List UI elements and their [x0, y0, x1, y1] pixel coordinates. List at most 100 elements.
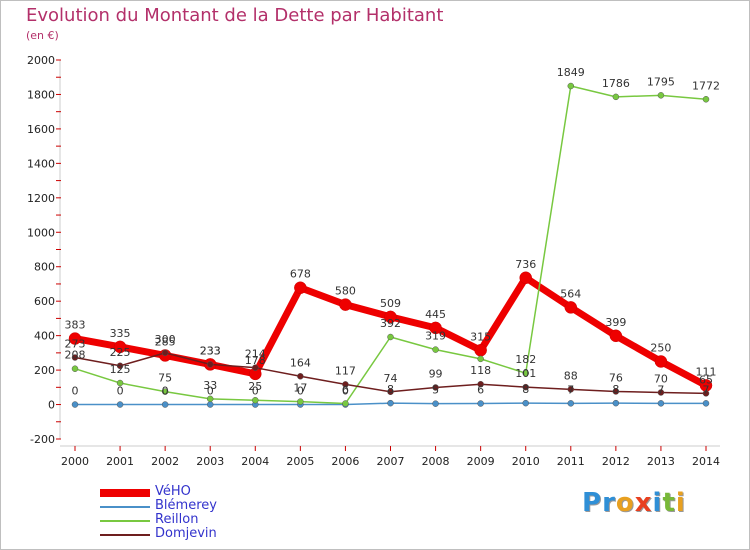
data-point [161, 401, 169, 408]
legend-item: VéHO [100, 484, 300, 499]
data-label: 8 [387, 383, 394, 396]
y-tick-label: 1600 [27, 123, 55, 136]
data-point [68, 332, 82, 345]
data-label: 233 [200, 344, 221, 357]
data-label: 8 [522, 383, 529, 396]
logo-letter: t [662, 488, 676, 518]
data-label: 88 [564, 369, 578, 382]
data-point [116, 379, 124, 387]
data-label: 70 [654, 372, 668, 385]
y-tick-label: 600 [34, 295, 55, 308]
x-tick-label: 2007 [377, 455, 405, 468]
data-point [564, 301, 578, 314]
logo-letter: o [615, 488, 635, 518]
data-label: 319 [425, 330, 446, 343]
data-label: 208 [65, 349, 86, 362]
data-label: 0 [297, 385, 304, 398]
data-label: 7 [567, 383, 574, 396]
y-tick-label: 1000 [27, 226, 55, 239]
data-label: 250 [650, 341, 671, 354]
data-point [297, 398, 304, 405]
legend-item: Reillon [100, 512, 300, 527]
data-label: 300 [155, 333, 176, 346]
legend-swatch [100, 489, 150, 497]
data-point [522, 383, 529, 391]
legend-label: Blémerey [155, 498, 217, 513]
data-label: 233 [200, 344, 221, 357]
data-label: 101 [515, 367, 536, 380]
data-label: 99 [429, 367, 443, 380]
data-point [206, 361, 214, 368]
logo-letter: x [634, 488, 653, 518]
y-tick-label: -200 [30, 433, 55, 446]
data-label: 164 [290, 356, 311, 369]
data-point [522, 369, 529, 377]
x-tick-label: 2014 [692, 455, 720, 468]
data-point [432, 384, 439, 391]
data-point [657, 92, 665, 99]
data-label: 5 [432, 384, 439, 397]
data-point [206, 395, 214, 403]
data-label: 0 [117, 385, 124, 398]
data-point [297, 373, 304, 380]
data-label: 678 [290, 268, 311, 281]
data-point [116, 362, 124, 370]
chart-unit-label: (en €) [26, 29, 59, 42]
x-tick-label: 2000 [61, 455, 89, 468]
data-label: 564 [560, 287, 581, 300]
data-label: 182 [515, 353, 536, 366]
proxiti-logo: Proxiti [582, 488, 686, 518]
legend-label: Reillon [155, 512, 199, 527]
y-tick-label: 800 [34, 261, 55, 274]
data-point [702, 390, 710, 397]
data-point [294, 281, 307, 294]
data-label: 25 [248, 380, 262, 393]
legend-swatch [100, 506, 150, 508]
y-tick-label: 1400 [27, 157, 55, 170]
x-tick-label: 2004 [241, 455, 269, 468]
data-point [71, 401, 79, 408]
legend-item: Blémerey [100, 498, 300, 513]
data-label: 383 [65, 319, 86, 332]
data-label: 335 [110, 327, 131, 340]
data-point [702, 96, 710, 103]
data-label: 736 [515, 258, 536, 271]
data-label: 17 [293, 382, 307, 395]
data-point [567, 82, 575, 90]
x-tick-label: 2002 [151, 455, 179, 468]
data-label: 7 [703, 383, 710, 396]
x-tick-label: 2009 [467, 455, 495, 468]
data-point [432, 400, 439, 407]
x-tick-label: 2011 [557, 455, 585, 468]
data-point [612, 388, 620, 395]
data-point [612, 93, 620, 101]
data-label: 6 [477, 384, 484, 397]
x-tick-label: 2001 [106, 455, 134, 468]
data-label: 118 [470, 364, 491, 377]
data-label: 75 [158, 372, 172, 385]
data-label: 580 [335, 285, 356, 298]
data-point [474, 344, 487, 357]
data-point [71, 365, 79, 372]
x-tick-label: 2012 [602, 455, 630, 468]
y-tick-label: 400 [34, 330, 55, 343]
data-label: 33 [203, 379, 217, 392]
data-label: 0 [252, 385, 259, 398]
data-point [161, 349, 169, 357]
data-point [522, 399, 529, 407]
data-label: 285 [155, 335, 176, 348]
data-point [657, 389, 665, 396]
data-point [113, 340, 127, 354]
data-label: 8 [612, 383, 619, 396]
data-point [384, 310, 397, 324]
data-point [477, 400, 484, 407]
data-label: 74 [384, 372, 398, 385]
data-point [387, 399, 394, 407]
data-label: 111 [696, 365, 717, 378]
data-point [609, 329, 623, 343]
data-label: 1795 [647, 75, 675, 88]
y-tick-label: 1200 [27, 192, 55, 205]
data-label: 392 [380, 317, 401, 330]
data-label: 1772 [692, 79, 720, 92]
